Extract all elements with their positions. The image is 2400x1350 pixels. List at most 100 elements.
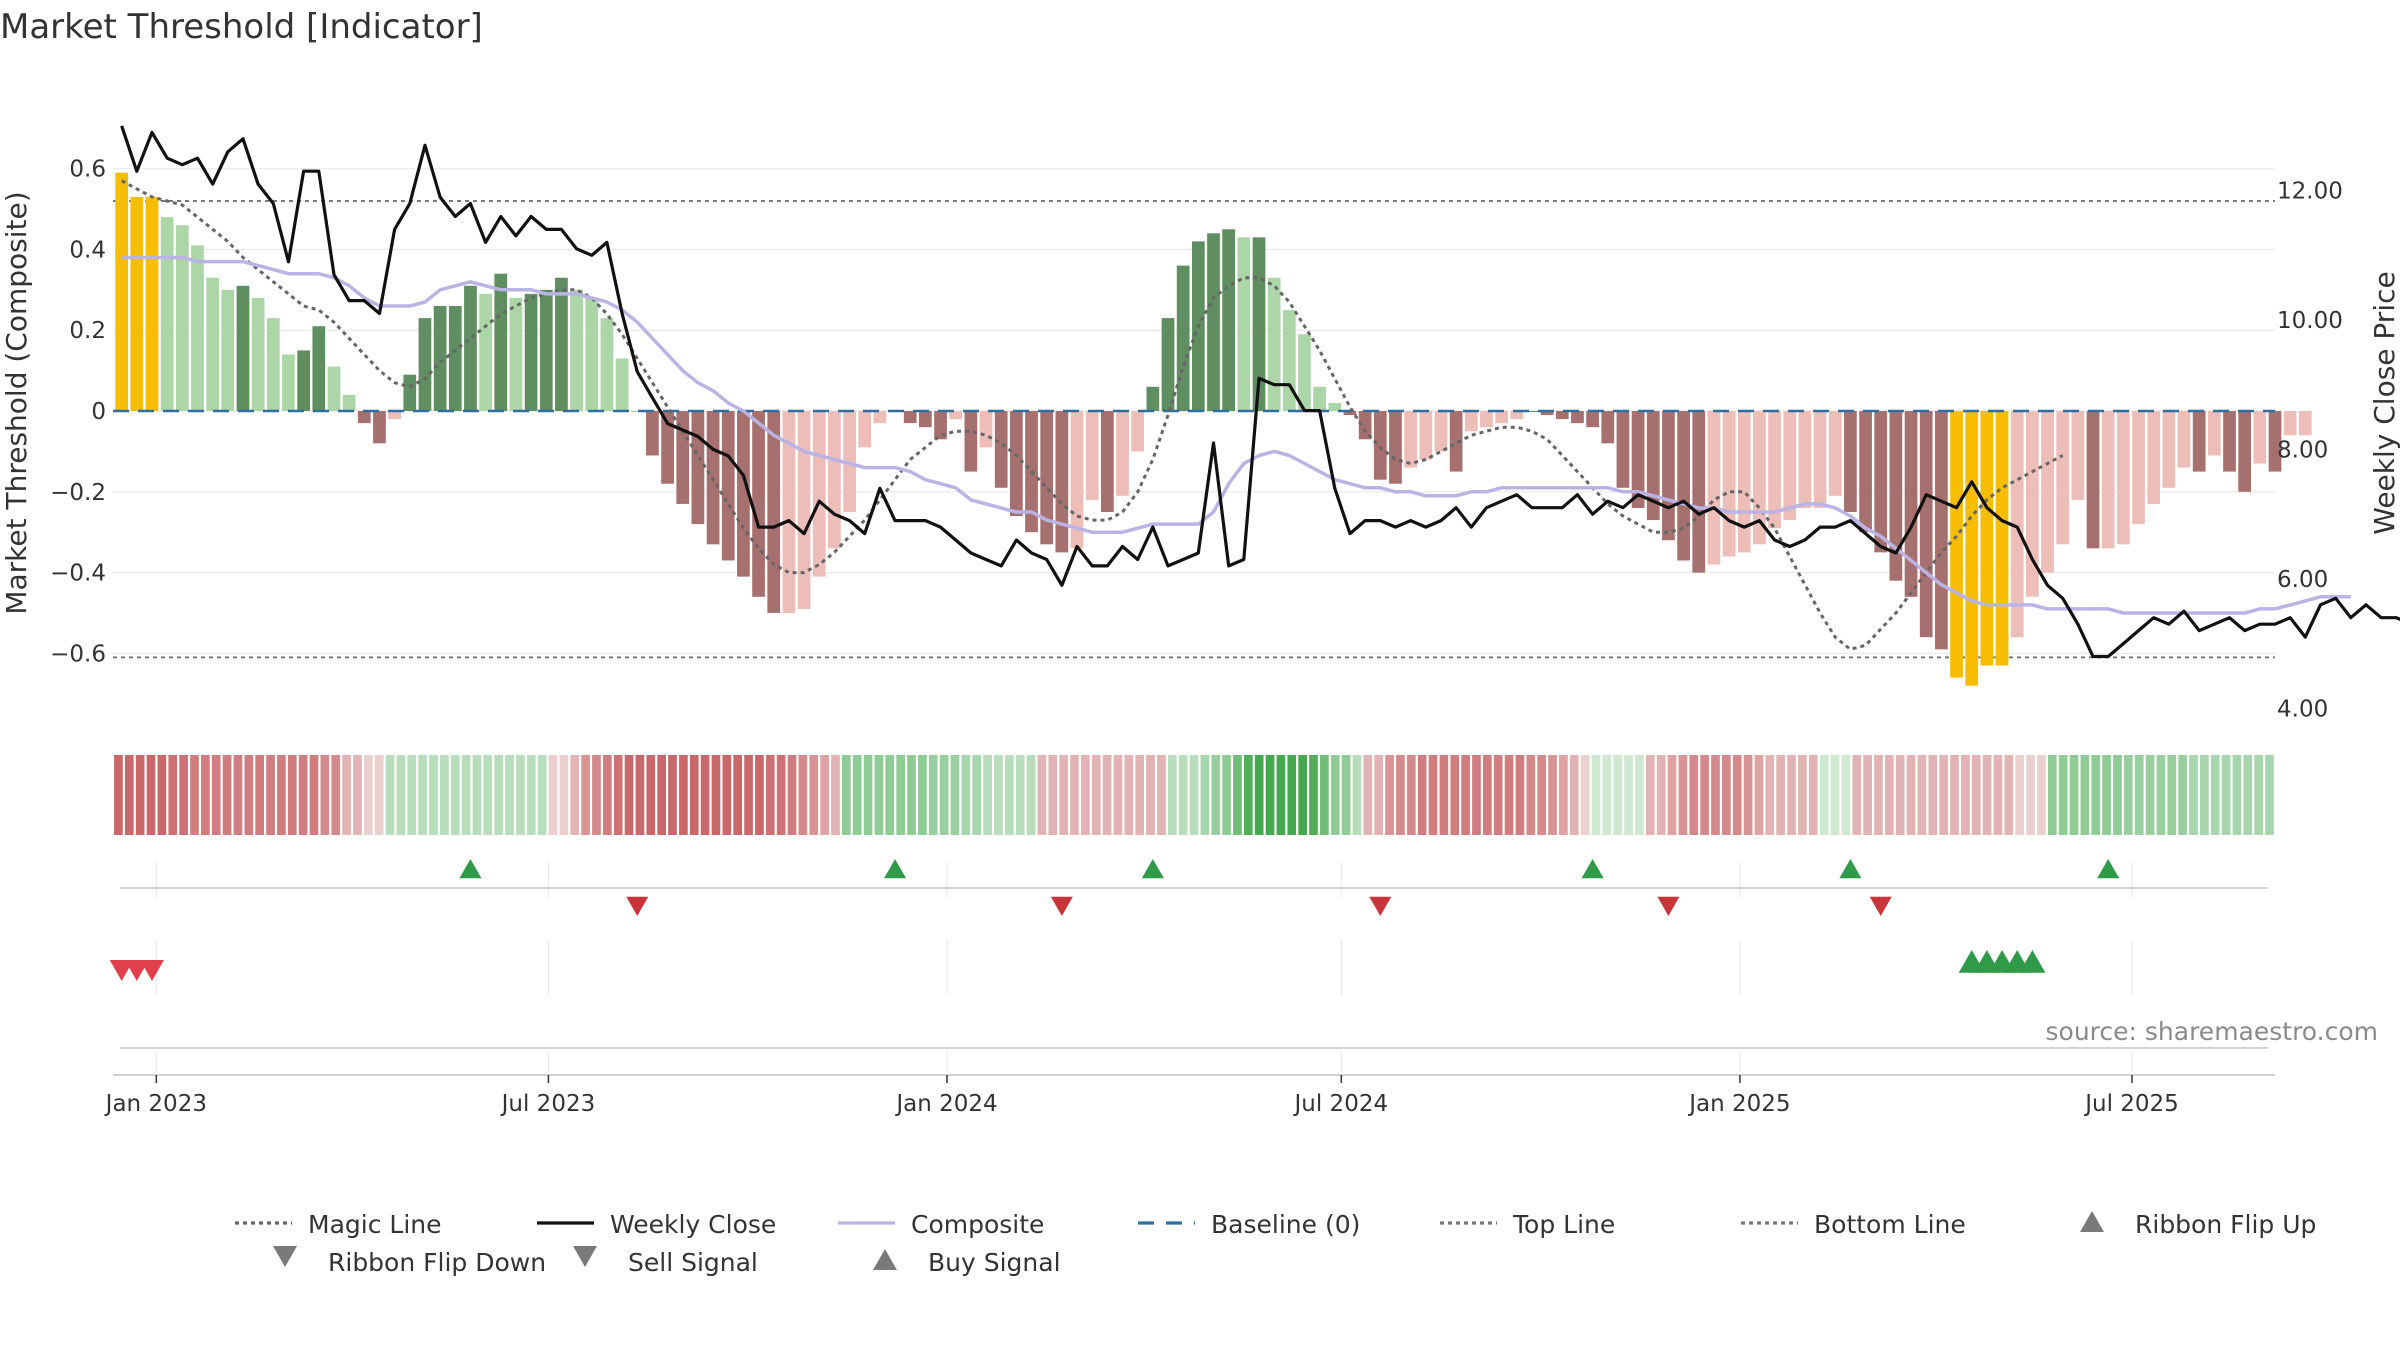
ribbon-cell xyxy=(961,755,971,835)
composite-bar xyxy=(1176,265,1190,412)
ribbon-cell xyxy=(1385,755,1394,835)
sell-signal-marker xyxy=(109,960,134,981)
ribbon-cell xyxy=(2254,755,2264,835)
ribbon-cell xyxy=(1808,755,1818,835)
composite-bar xyxy=(721,411,735,561)
composite-bar xyxy=(1662,411,1675,541)
ribbon-cell xyxy=(657,755,666,835)
ribbon-cell xyxy=(689,755,699,835)
composite-bar xyxy=(2207,411,2221,456)
legend-label: Buy Signal xyxy=(928,1248,1061,1277)
composite-bar xyxy=(1813,411,1827,508)
composite-bar xyxy=(1798,411,1812,508)
ribbon-cell xyxy=(776,755,786,835)
ribbon-cell xyxy=(1656,755,1666,835)
ribbon-cell xyxy=(277,755,286,835)
y2-axis-label: Weekly Close Price xyxy=(2368,271,2400,534)
composite-bar xyxy=(1889,411,1903,581)
ribbon-cell xyxy=(994,755,1003,835)
composite-bar xyxy=(949,411,963,420)
ribbon-cell xyxy=(1504,755,1514,835)
composite-bar xyxy=(2086,411,2100,549)
ribbon-cell xyxy=(1363,755,1373,835)
y2-tick-label: 12.00 xyxy=(2277,179,2343,205)
ribbon-cell xyxy=(1950,755,1959,835)
composite-bar xyxy=(1601,411,1615,444)
y-tick-label: 0.4 xyxy=(69,237,106,263)
ribbon-cell xyxy=(1070,755,1079,835)
composite-bar xyxy=(1965,411,1979,686)
ribbon-cell xyxy=(168,755,178,835)
y2-tick-label: 10.00 xyxy=(2277,308,2343,334)
ribbon-cell xyxy=(2069,755,2079,835)
composite-bar xyxy=(2298,411,2312,436)
legend-item-bottom-line: Bottom Line xyxy=(1741,1210,1966,1239)
composite-bar xyxy=(737,411,750,577)
source-credit: source: sharemaestro.com xyxy=(2046,1017,2379,1046)
y-tick-label: 0.6 xyxy=(69,157,106,183)
ribbon-cell xyxy=(1580,755,1590,835)
composite-bar xyxy=(1358,411,1372,440)
ribbon-cell xyxy=(679,755,688,835)
ribbon-cell xyxy=(1526,755,1536,835)
y-tick-label: −0.2 xyxy=(50,480,106,506)
ribbon-cell xyxy=(874,755,884,835)
ribbon-flip-up-marker xyxy=(884,859,907,879)
ribbon-cell xyxy=(613,755,623,835)
composite-bar xyxy=(1737,411,1751,553)
legend-label: Ribbon Flip Down xyxy=(328,1248,546,1277)
legend-item-top-line: Top Line xyxy=(1440,1210,1615,1239)
composite-bar xyxy=(297,350,311,412)
ribbon-cell xyxy=(440,755,449,835)
composite-bar xyxy=(1525,411,1539,413)
composite-bar xyxy=(1449,411,1463,472)
composite-bar xyxy=(327,366,341,412)
ribbon-cell xyxy=(646,755,656,835)
ribbon-cell xyxy=(1819,755,1829,835)
composite-bar xyxy=(1692,411,1706,573)
composite-bar xyxy=(1298,334,1311,412)
composite-bar xyxy=(1707,411,1721,565)
ribbon-cell xyxy=(1211,755,1221,835)
ribbon-cell xyxy=(559,755,569,835)
ribbon-cell xyxy=(722,755,732,835)
ribbon-cell xyxy=(841,755,851,835)
ribbon-cell xyxy=(135,755,145,835)
ribbon-cell xyxy=(1037,755,1047,835)
composite-bar xyxy=(1859,411,1872,533)
ribbon-cell xyxy=(1004,755,1014,835)
composite-bar xyxy=(691,411,705,525)
composite-bar xyxy=(2223,411,2236,472)
ribbon-cell xyxy=(353,755,362,835)
composite-bar xyxy=(585,297,599,412)
composite-bar xyxy=(919,411,932,428)
composite-bar xyxy=(448,306,462,412)
composite-bar xyxy=(979,411,993,448)
y2-tick-label: 6.00 xyxy=(2277,567,2328,593)
composite-bar xyxy=(1904,411,1918,597)
ribbon-cell xyxy=(1309,755,1318,835)
ribbon-cell xyxy=(2265,755,2274,835)
ribbon-cell xyxy=(1971,755,1981,835)
ribbon-cell xyxy=(1396,755,1405,835)
ribbon-cell xyxy=(461,755,471,835)
ribbon-cell xyxy=(1167,755,1177,835)
legend-swatch xyxy=(2080,1211,2104,1232)
legend: Magic Line Weekly Close Composite Baseline … xyxy=(235,1210,2316,1277)
ribbon-cell xyxy=(1157,755,1166,835)
ribbon-cell xyxy=(429,755,438,835)
composite-bar xyxy=(433,306,447,412)
ribbon-cell xyxy=(266,755,275,835)
ribbon-cell xyxy=(1982,755,1992,835)
composite-bar xyxy=(873,411,887,424)
x-tick-label: Jul 2023 xyxy=(500,1091,596,1117)
composite-bar xyxy=(1950,411,1963,678)
ribbon-cell xyxy=(1624,755,1633,835)
buy-signal-marker xyxy=(2019,950,2046,973)
ribbon-cell xyxy=(201,755,210,835)
ribbon-cell xyxy=(928,755,938,835)
legend-label: Composite xyxy=(911,1210,1044,1239)
ribbon-cell xyxy=(1113,755,1123,835)
composite-bar xyxy=(494,273,508,412)
composite-bar xyxy=(843,411,856,512)
